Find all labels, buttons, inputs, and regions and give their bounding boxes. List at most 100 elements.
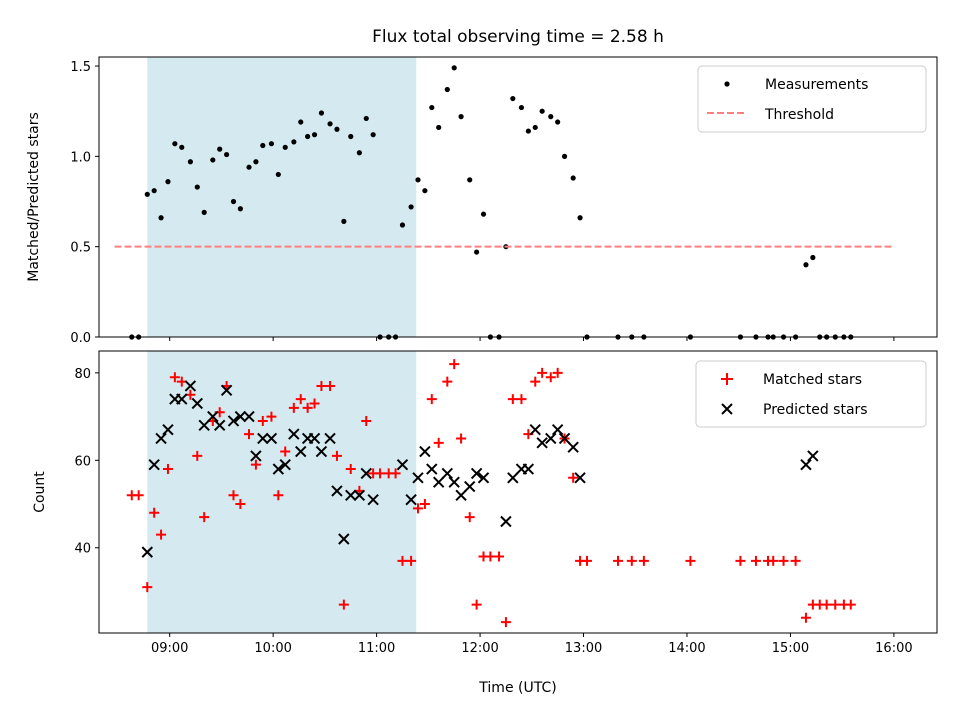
x-tick-label-1200: 12:00 (461, 641, 498, 656)
matched-star-point (442, 376, 453, 387)
y-tick-label: 0.0 (70, 331, 91, 346)
top-y-axis-label: Matched/Predicted stars (26, 112, 42, 282)
predicted-star-point (405, 493, 417, 506)
measurement-point (187, 159, 193, 165)
bottom-y-axis-label: Count (32, 471, 48, 513)
matched-star-point (778, 555, 789, 566)
measurement-point (201, 209, 207, 215)
measurement-point (451, 65, 457, 71)
matched-star-point (280, 446, 291, 457)
y-tick-label: 0.5 (70, 241, 91, 256)
matched-star-point (500, 617, 511, 628)
x-tick-label-0900: 09:00 (151, 641, 188, 656)
measurement-point (144, 191, 150, 197)
observing-span-top (147, 57, 417, 337)
legend-threshold-label: Threshold (764, 107, 834, 123)
matched-star-point (149, 507, 160, 518)
legend-matched-marker (721, 373, 733, 385)
matched-star-point (821, 599, 832, 610)
predicted-star-point (176, 393, 188, 405)
predicted-star-point (800, 458, 812, 471)
measurement-point (194, 184, 200, 190)
measurement-point (179, 144, 185, 150)
measurement-point (291, 139, 297, 145)
matched-star-point (800, 612, 811, 623)
measurement-point (548, 114, 554, 120)
chart-title: Flux total observing time = 2.58 h (372, 27, 664, 47)
measurement-point (151, 188, 157, 194)
matched-star-point (419, 499, 430, 510)
measurement-point (318, 110, 325, 116)
predicted-star-point (191, 397, 203, 410)
predicted-star-point (148, 458, 160, 471)
matched-star-point (162, 464, 173, 475)
measurement-point (275, 171, 281, 178)
predicted-star-point (567, 441, 579, 453)
matched-star-point (244, 429, 255, 440)
predicted-star-point (455, 489, 467, 501)
matched-star-point (309, 398, 320, 409)
predicted-star-point (198, 419, 210, 432)
matched-star-point (685, 555, 696, 566)
matched-star-point (464, 512, 475, 523)
matched-star-point (790, 555, 801, 566)
matched-star-point (830, 599, 841, 610)
predicted-star-point (308, 432, 321, 445)
measurement-point (334, 126, 340, 132)
measurement-point (230, 198, 237, 205)
y-tick-label: 1.0 (70, 150, 91, 165)
measurement-point (311, 132, 318, 138)
measurement-point (539, 108, 545, 114)
matched-star-point (302, 402, 313, 413)
predicted-star-point (507, 472, 519, 484)
measurement-point (268, 141, 275, 147)
matched-star-point (613, 555, 624, 566)
predicted-star-point (184, 380, 197, 392)
measurement-point (348, 133, 354, 140)
x-tick-label-1300: 13:00 (565, 641, 602, 656)
measurement-point (518, 104, 525, 111)
measurement-point (525, 128, 531, 134)
measurement-point (467, 177, 473, 183)
bottom-axes-frame (98, 350, 938, 634)
predicted-star-point (529, 423, 541, 436)
top-axes-frame (98, 56, 938, 338)
predicted-star-point (360, 467, 372, 480)
measurement-point (458, 114, 464, 120)
predicted-star-point (353, 489, 366, 501)
matched-star-point (325, 380, 336, 391)
measurement-point (399, 222, 406, 228)
matched-star-point (142, 582, 153, 593)
matched-star-point (568, 472, 579, 483)
bottom-legend: Matched stars Predicted stars (695, 360, 927, 428)
measurement-point (341, 218, 347, 224)
top-panel: Flux total observing time = 2.58 h 0.0 0.… (26, 27, 938, 346)
matched-star-point (361, 415, 372, 426)
matched-star-point (288, 402, 299, 413)
y-tick-label: 60 (74, 454, 91, 469)
matched-star-point (507, 394, 518, 405)
matched-star-point (530, 376, 541, 387)
predicted-star-point (288, 428, 300, 440)
y-tick-label: 1.5 (70, 60, 91, 75)
y-tick-label: 40 (74, 542, 91, 557)
matched-star-point (406, 555, 417, 566)
matched-star-point (456, 433, 467, 444)
bottom-legend-box (695, 360, 927, 428)
matched-star-point (516, 394, 527, 405)
measurement-point (217, 146, 223, 152)
predicted-star-point (807, 450, 819, 462)
predicted-star-point (220, 384, 233, 397)
measurement-point (810, 254, 816, 261)
measurement-point (282, 144, 288, 150)
measurement-point (363, 115, 369, 122)
matched-star-point (581, 555, 592, 566)
predicted-star-point (367, 493, 379, 506)
predicted-star-point (331, 485, 343, 497)
matched-star-point (545, 372, 556, 383)
matched-star-point (199, 512, 210, 523)
matched-star-point (449, 359, 460, 370)
legend-predicted-label: Predicted stars (763, 402, 868, 418)
measurement-point (570, 175, 576, 181)
matched-star-point (228, 490, 239, 501)
